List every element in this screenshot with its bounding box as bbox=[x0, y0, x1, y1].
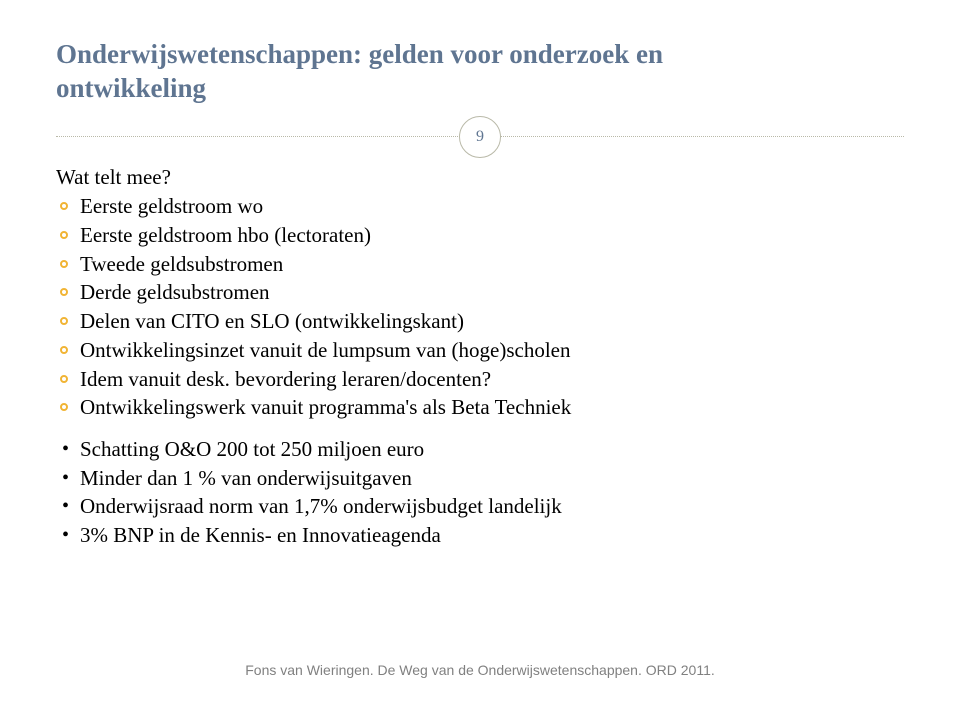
content-heading: Wat telt mee? bbox=[56, 164, 904, 192]
list-item: Schatting O&O 200 tot 250 miljoen euro bbox=[56, 436, 904, 464]
title-line-2: ontwikkeling bbox=[56, 73, 206, 103]
list-item: Ontwikkelingswerk vanuit programma's als… bbox=[56, 394, 904, 422]
list-item: Onderwijsraad norm van 1,7% onderwijsbud… bbox=[56, 493, 904, 521]
page-number-badge: 9 bbox=[459, 116, 501, 158]
list-item: Minder dan 1 % van onderwijsuitgaven bbox=[56, 465, 904, 493]
page-number: 9 bbox=[476, 128, 484, 146]
list-item: 3% BNP in de Kennis- en Innovatieagenda bbox=[56, 522, 904, 550]
primary-bullet-list: Eerste geldstroom wo Eerste geldstroom h… bbox=[56, 193, 904, 422]
list-item: Idem vanuit desk. bevordering leraren/do… bbox=[56, 366, 904, 394]
secondary-bullet-list: Schatting O&O 200 tot 250 miljoen euro M… bbox=[56, 436, 904, 550]
slide-content: Wat telt mee? Eerste geldstroom wo Eerst… bbox=[56, 164, 904, 550]
divider-row: 9 bbox=[56, 114, 904, 158]
list-item: Delen van CITO en SLO (ontwikkelingskant… bbox=[56, 308, 904, 336]
list-item: Tweede geldsubstromen bbox=[56, 251, 904, 279]
list-item: Eerste geldstroom hbo (lectoraten) bbox=[56, 222, 904, 250]
list-item: Derde geldsubstromen bbox=[56, 279, 904, 307]
title-line-1: Onderwijswetenschappen: gelden voor onde… bbox=[56, 39, 663, 69]
slide-title: Onderwijswetenschappen: gelden voor onde… bbox=[56, 38, 904, 106]
list-item: Eerste geldstroom wo bbox=[56, 193, 904, 221]
list-item: Ontwikkelingsinzet vanuit de lumpsum van… bbox=[56, 337, 904, 365]
slide-footer: Fons van Wieringen. De Weg van de Onderw… bbox=[0, 662, 960, 678]
slide: Onderwijswetenschappen: gelden voor onde… bbox=[0, 0, 960, 712]
